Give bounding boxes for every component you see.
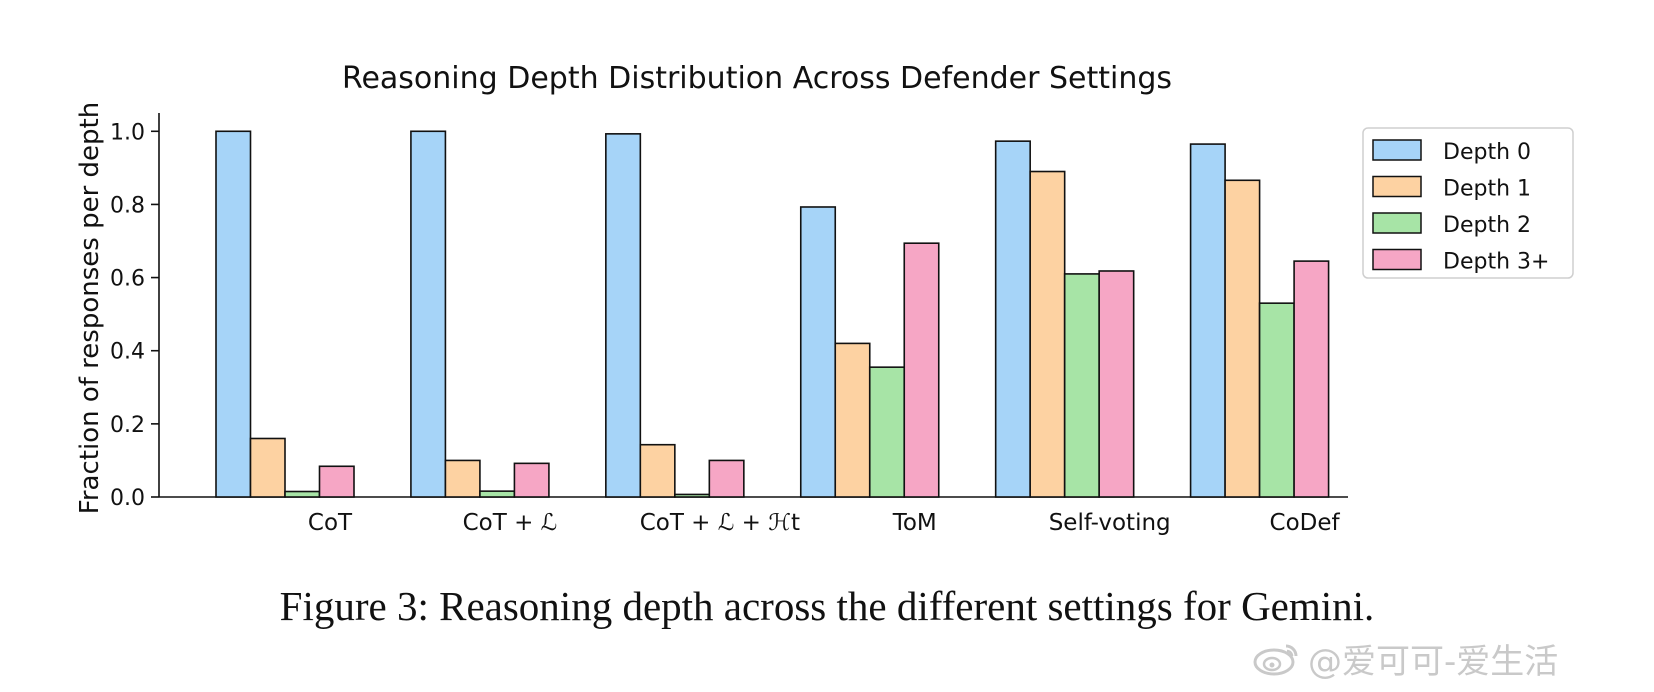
legend-label: Depth 1	[1443, 177, 1531, 202]
bar-depth-3--4	[1098, 270, 1135, 498]
bar-depth-2-2	[674, 493, 711, 498]
bar-depth-1-5	[1224, 179, 1261, 498]
bar-depth-3--3	[903, 242, 940, 498]
bar-depth-2-4	[1063, 273, 1100, 498]
bar-depth-0-4	[994, 140, 1031, 498]
y-tick-label: 1.0	[110, 120, 145, 145]
y-tick-label: 0.4	[110, 340, 145, 365]
legend-swatch	[1372, 139, 1422, 161]
chart-title: Reasoning Depth Distribution Across Defe…	[342, 61, 1172, 96]
figure-caption: Figure 3: Reasoning depth across the dif…	[279, 583, 1375, 629]
bar-depth-0-2	[605, 133, 642, 498]
bar-depth-2-1	[479, 490, 516, 498]
bar-depth-2-5	[1258, 302, 1295, 498]
bars	[215, 130, 1330, 498]
x-tick-label: ToM	[892, 510, 937, 536]
bar-depth-0-1	[410, 130, 447, 498]
bar-depth-3--5	[1293, 260, 1330, 498]
y-tick-label: 0.6	[110, 267, 145, 292]
y-axis-label: Fraction of responses per depth	[75, 102, 105, 514]
legend-label: Depth 2	[1443, 213, 1531, 238]
bar-depth-1-2	[639, 443, 676, 498]
bar-depth-0-3	[799, 206, 837, 498]
legend-label: Depth 3+	[1443, 250, 1549, 275]
bar-depth-2-3	[868, 366, 906, 498]
bar-depth-3--0	[318, 465, 355, 498]
bar-depth-2-0	[284, 490, 321, 498]
bar-depth-0-5	[1189, 143, 1226, 498]
bar-depth-1-4	[1029, 170, 1066, 498]
bar-depth-1-1	[444, 459, 481, 498]
y-axis: 0.0 0.2 0.4 0.6 0.8 1.0	[110, 113, 160, 511]
x-tick-label: CoDef	[1270, 510, 1341, 536]
legend-swatch	[1372, 212, 1422, 234]
bar-depth-0-0	[215, 130, 252, 498]
x-axis: CoT CoT + ℒ CoT + ℒ + ℋt ToM Self-voting CoDe…	[159, 496, 1348, 536]
x-tick-label: CoT + ℒ + ℋt	[640, 510, 800, 536]
legend-swatch	[1372, 175, 1422, 198]
legend: Depth 0 Depth 1 Depth 2 Depth 3+	[1362, 127, 1574, 279]
bar-depth-1-0	[249, 437, 286, 498]
y-tick-label: 0.2	[110, 413, 145, 438]
legend-label: Depth 0	[1443, 140, 1531, 165]
x-tick-label: CoT + ℒ	[463, 510, 558, 536]
legend-frame	[1362, 127, 1574, 279]
x-tick-label: CoT	[308, 510, 353, 536]
y-tick-label: 0.0	[110, 486, 145, 511]
weibo-logo-icon	[1253, 644, 1298, 676]
bar-depth-1-3	[834, 342, 871, 498]
x-tick-label: Self-voting	[1049, 510, 1171, 536]
y-tick-label: 0.8	[110, 193, 145, 218]
watermark-text: @爱可可-爱生活	[1308, 641, 1559, 682]
bar-chart: Reasoning Depth Distribution Across Defe…	[75, 61, 1574, 536]
legend-swatch	[1372, 248, 1422, 271]
watermark: @爱可可-爱生活	[1252, 636, 1642, 682]
bar-depth-3--1	[513, 462, 550, 498]
bar-depth-3--2	[708, 459, 745, 498]
